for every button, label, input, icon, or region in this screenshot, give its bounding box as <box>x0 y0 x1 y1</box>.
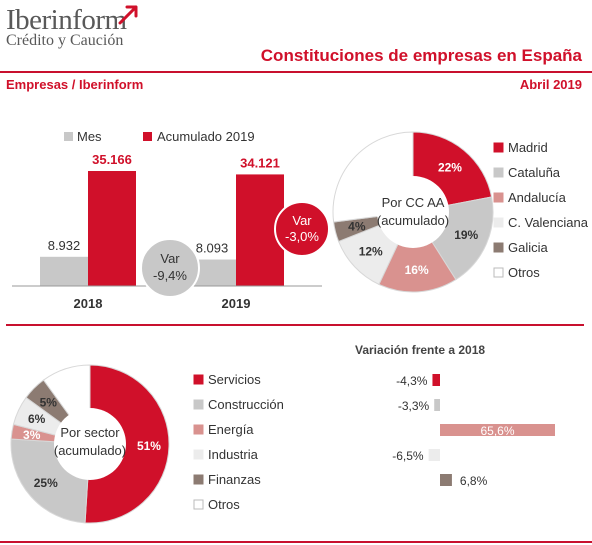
legend-label: Finanzas <box>208 472 261 487</box>
legend-swatch <box>493 242 504 253</box>
value-label-acumulado-2018: 35.166 <box>92 152 132 167</box>
variation-bar-servicios <box>432 374 440 386</box>
legend-label-acumulado: Acumulado 2019 <box>157 129 255 144</box>
legend-swatch <box>493 267 504 278</box>
variation-bar-energ-a <box>440 424 555 436</box>
var-badge-mes <box>140 238 200 298</box>
legend-label: Construcción <box>208 397 284 412</box>
legend-ccaa: Madrid Cataluña Andalucía C. Valenciana Gali… <box>493 140 589 280</box>
var-badge-acumulado-label: Var <box>292 213 312 228</box>
legend-swatch <box>193 399 204 410</box>
value-label-mes-2019: 8.093 <box>196 241 229 256</box>
title-rule <box>0 71 592 73</box>
variation-value-label: 65,6% <box>480 424 514 438</box>
category-label-2018: 2018 <box>74 296 103 311</box>
section-rule <box>6 324 584 326</box>
page-title: Constituciones de empresas en España <box>260 46 582 65</box>
pie-slice-label: 6% <box>28 412 46 426</box>
variation-value-label: 6,8% <box>460 474 488 488</box>
pie-slice-label: 22% <box>438 160 462 174</box>
legend-label: Otros <box>208 497 240 512</box>
value-label-acumulado-2019: 34.121 <box>240 155 280 170</box>
legend-swatch-mes <box>64 132 73 141</box>
variation-value-label: -4,3% <box>396 374 428 388</box>
bar-acumulado-2018 <box>88 171 136 286</box>
pie-slice-andaluc-a <box>378 210 457 293</box>
pie-slice-label: 16% <box>405 263 429 277</box>
legend-label: Otros <box>508 265 540 280</box>
logo-subtitle: Crédito y Caución <box>6 32 124 49</box>
pie-slice-label: 51% <box>137 439 161 453</box>
pie-hole <box>377 176 449 248</box>
pie-ccaa-center-line2: (acumulado) <box>377 213 449 228</box>
legend-label-mes: Mes <box>77 129 102 144</box>
legend-swatch <box>493 167 504 178</box>
legend-swatch <box>493 217 504 228</box>
legend-swatch <box>193 424 204 435</box>
category-label-2019: 2019 <box>222 296 251 311</box>
pie-slice-label: 3% <box>23 428 41 442</box>
variation-value-label: -3,3% <box>398 399 430 413</box>
legend-label: Cataluña <box>508 165 561 180</box>
legend-label: Industria <box>208 447 259 462</box>
variation-bar-construcci-n <box>434 399 440 411</box>
pie-sector: 51% 25% 3% 6% 5% <box>10 364 170 524</box>
legend-swatch <box>193 374 204 385</box>
legend-sector: Servicios Construcción Energía Industria Fin… <box>193 372 284 512</box>
legend-label: Energía <box>208 422 254 437</box>
var-badge-acumulado <box>274 201 330 257</box>
variation-bar-industria <box>428 449 440 461</box>
legend-swatch <box>493 192 504 203</box>
source-label: Empresas / Iberinform <box>6 77 144 92</box>
legend-swatch <box>193 499 204 510</box>
legend-label: Servicios <box>208 372 261 387</box>
variation-title: Variación frente a 2018 <box>355 343 486 357</box>
pie-sector-center-line1: Por sector <box>60 425 120 440</box>
pie-slice-label: 19% <box>454 228 478 242</box>
pie-slice-label: 4% <box>348 219 366 233</box>
pie-hole <box>54 408 126 480</box>
date-label: Abril 2019 <box>519 77 582 92</box>
legend-label: Andalucía <box>508 190 567 205</box>
value-label-mes-2018: 8.932 <box>48 238 81 253</box>
bar-mes-2018 <box>40 256 88 286</box>
legend-swatch-acumulado <box>143 132 152 141</box>
legend-swatch <box>193 474 204 485</box>
variation-value-label: -6,5% <box>392 449 424 463</box>
legend-swatch <box>493 142 504 153</box>
legend-swatch <box>193 449 204 460</box>
logo-arrow-icon <box>118 5 138 25</box>
pie-slice-label: 25% <box>34 476 58 490</box>
legend-label: C. Valenciana <box>508 215 589 230</box>
pie-sector-center-line2: (acumulado) <box>54 443 126 458</box>
variation-bars: -4,3% -3,3% 65,6% -6,5% 6,8% <box>392 374 555 488</box>
var-badge-acumulado-value: -3,0% <box>285 229 319 244</box>
logo-name: Iberinform <box>6 4 127 36</box>
pie-slice-servicios <box>84 364 170 524</box>
var-badge-mes-value: -9,4% <box>153 268 187 283</box>
pie-ccaa-center-line1: Por CC AA <box>382 195 445 210</box>
pie-slice-label: 5% <box>40 395 58 409</box>
pie-ccaa: 22% 19% 16% 12% 4% <box>332 131 494 293</box>
bar-chart: Mes Acumulado 2019 8.932 35.166 8.093 34… <box>12 129 330 311</box>
bottom-rule <box>0 541 592 543</box>
legend-label: Madrid <box>508 140 548 155</box>
var-badge-mes-label: Var <box>160 251 180 266</box>
legend-label: Galicia <box>508 240 549 255</box>
variation-bar-finanzas <box>440 474 452 486</box>
pie-slice-label: 12% <box>359 245 383 259</box>
